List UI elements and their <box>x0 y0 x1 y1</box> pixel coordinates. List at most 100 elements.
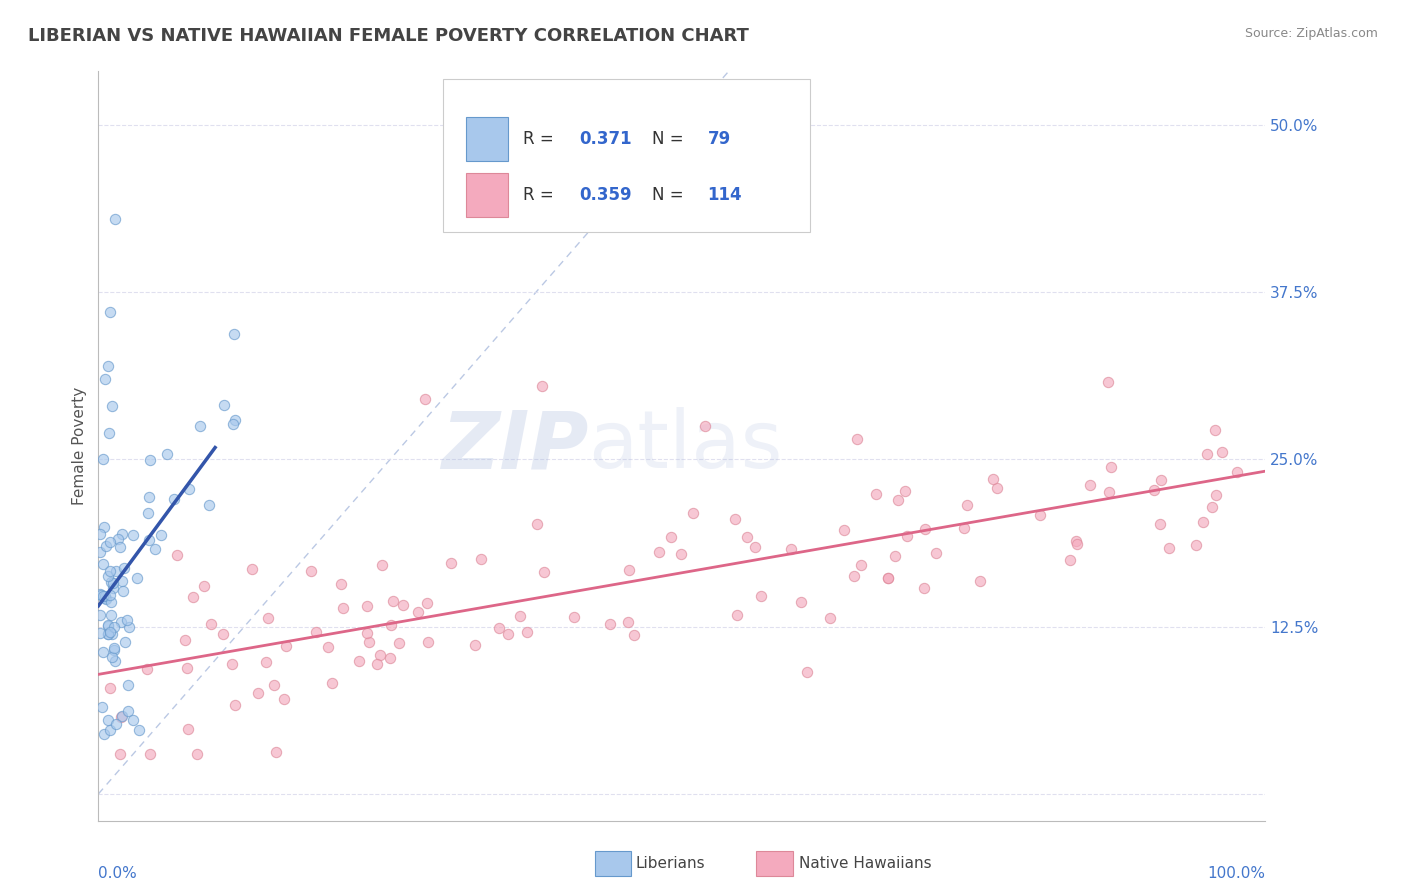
Text: 100.0%: 100.0% <box>1208 865 1265 880</box>
Point <box>108 541 131 555</box>
Point <box>1205 488 1227 502</box>
Point <box>100 575 122 590</box>
Text: atlas: atlas <box>589 407 783 485</box>
Point <box>366 657 388 671</box>
Point <box>1192 515 1215 529</box>
Point <box>1064 534 1087 549</box>
Point <box>111 709 134 723</box>
Point <box>139 453 162 467</box>
Point <box>91 589 114 603</box>
Point <box>1159 541 1181 555</box>
Point <box>669 547 692 561</box>
Point <box>416 635 439 649</box>
Point <box>321 675 343 690</box>
Text: Native Hawaiians: Native Hawaiians <box>799 856 931 871</box>
Point <box>264 745 287 759</box>
Point <box>1143 483 1166 498</box>
Point <box>186 747 208 761</box>
Point <box>416 596 439 610</box>
Point <box>724 511 747 525</box>
Text: 79: 79 <box>707 130 731 148</box>
Point <box>150 528 173 542</box>
Point <box>163 491 186 506</box>
Point <box>97 425 120 440</box>
Point <box>100 626 122 640</box>
Point <box>516 625 538 640</box>
Point <box>97 627 120 641</box>
Point <box>214 398 236 412</box>
Point <box>273 691 295 706</box>
Point <box>735 530 758 544</box>
Point <box>388 636 411 650</box>
Point <box>257 611 280 625</box>
FancyBboxPatch shape <box>443 78 810 233</box>
Point <box>117 704 139 718</box>
Point <box>1098 485 1121 500</box>
Point <box>912 581 935 595</box>
Point <box>100 608 122 623</box>
Point <box>914 522 936 536</box>
Point <box>97 569 120 583</box>
Point <box>470 552 492 566</box>
Point <box>617 563 640 577</box>
Point <box>883 549 905 563</box>
Point <box>1149 517 1171 532</box>
Point <box>413 392 436 407</box>
Point <box>526 516 548 531</box>
Point <box>876 571 898 585</box>
Point <box>91 452 114 467</box>
Point <box>173 633 195 648</box>
Point <box>356 599 378 614</box>
Text: 0.371: 0.371 <box>579 130 631 148</box>
Point <box>110 709 132 723</box>
Point <box>1097 375 1119 389</box>
Point <box>876 571 898 585</box>
Text: R =: R = <box>523 130 560 148</box>
Point <box>112 561 135 575</box>
Point <box>356 626 378 640</box>
Point <box>176 661 198 675</box>
Point <box>659 529 682 543</box>
Point <box>122 714 145 728</box>
Text: LIBERIAN VS NATIVE HAWAIIAN FEMALE POVERTY CORRELATION CHART: LIBERIAN VS NATIVE HAWAIIAN FEMALE POVER… <box>28 27 749 45</box>
Point <box>832 524 855 538</box>
Point <box>744 541 766 555</box>
Point <box>969 574 991 588</box>
Y-axis label: Female Poverty: Female Poverty <box>72 387 87 505</box>
Point <box>139 747 162 761</box>
Point <box>136 506 159 520</box>
FancyBboxPatch shape <box>465 117 508 161</box>
Point <box>533 565 555 579</box>
Point <box>105 565 128 579</box>
Point <box>1028 508 1050 523</box>
Point <box>318 640 340 655</box>
Point <box>349 654 371 668</box>
Point <box>94 591 117 605</box>
Point <box>894 484 917 499</box>
Point <box>896 529 918 543</box>
Point <box>138 490 160 504</box>
Point <box>599 617 621 632</box>
Point <box>97 714 120 728</box>
Point <box>849 558 872 572</box>
Point <box>90 588 112 602</box>
Point <box>179 482 201 496</box>
Point <box>118 620 141 634</box>
Point <box>224 412 246 426</box>
Point <box>1059 553 1081 567</box>
Point <box>212 627 235 641</box>
Point <box>332 601 354 615</box>
Point <box>98 588 121 602</box>
Point <box>246 686 269 700</box>
Point <box>359 635 381 649</box>
Point <box>103 640 125 655</box>
Point <box>98 625 121 640</box>
Point <box>983 472 1005 486</box>
Point <box>221 657 243 671</box>
Point <box>846 433 869 447</box>
Point <box>101 399 124 413</box>
Point <box>623 628 645 642</box>
Point <box>108 747 131 761</box>
Point <box>91 557 114 571</box>
Point <box>380 617 402 632</box>
